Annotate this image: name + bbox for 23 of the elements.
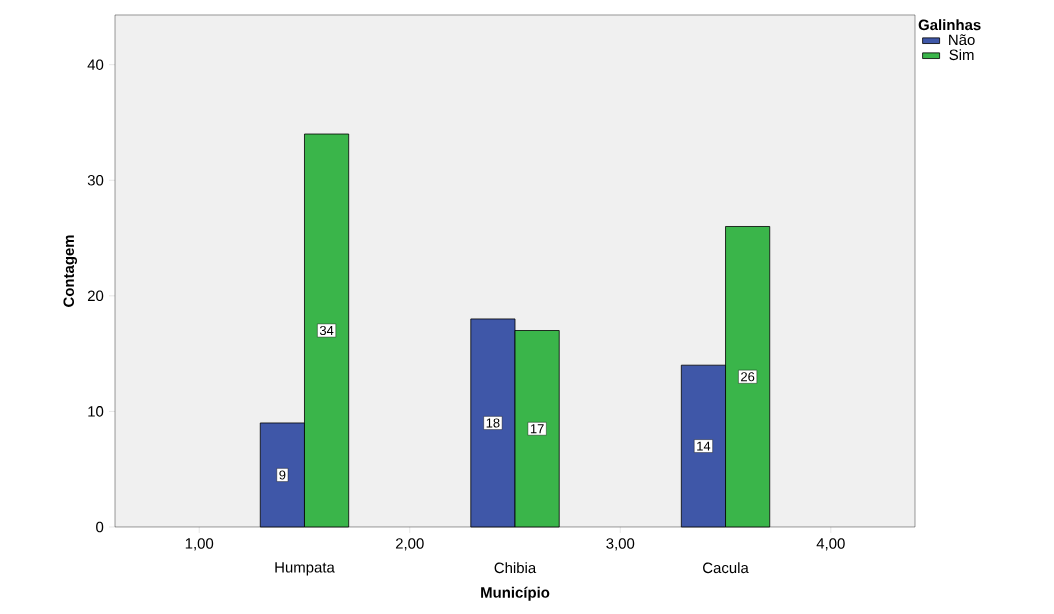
- legend-label: Não: [949, 34, 975, 46]
- text: Humpata: [275, 562, 335, 576]
- text: Cacula: [703, 562, 749, 574]
- data-label: 26: [741, 372, 755, 382]
- x-tick-label: 4,00: [816, 538, 845, 551]
- x-axis-title: Município: [481, 586, 550, 601]
- data-label: 34: [319, 325, 334, 336]
- y-axis-title: Contagem: [63, 235, 78, 307]
- y-tick-label: 40: [87, 59, 104, 70]
- x-tick-label: 2,00: [395, 538, 424, 551]
- x-tick-label: 3,00: [606, 538, 635, 551]
- y-tick-label: 20: [87, 290, 104, 302]
- data-label: 18: [486, 418, 500, 428]
- legend-label: Sim: [949, 49, 974, 61]
- x-tick-label: 1,00: [185, 538, 214, 551]
- data-label: 9: [279, 470, 286, 480]
- text: Chibia: [494, 562, 537, 574]
- data-label: 14: [697, 441, 711, 451]
- y-tick-label: 10: [88, 406, 104, 417]
- data-label: 17: [530, 424, 544, 434]
- y-tick-label: 30: [87, 174, 104, 186]
- y-tick-label: 0: [96, 521, 104, 533]
- legend-title: Galinhas: [918, 19, 981, 31]
